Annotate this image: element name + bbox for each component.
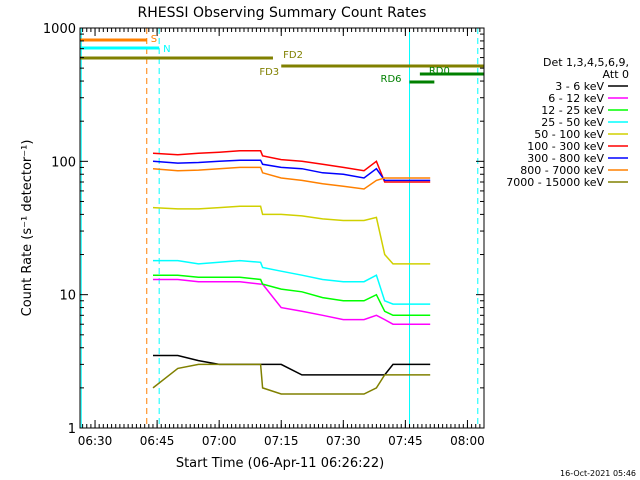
legend-label: 100 - 300 keV — [527, 140, 604, 153]
legend-label: 6 - 12 keV — [548, 92, 604, 105]
flag-label: FD2 — [283, 50, 303, 61]
footer-timestamp: 16-Oct-2021 05:46 — [560, 469, 636, 478]
legend-label: 50 - 100 keV — [534, 128, 604, 141]
flag-label: RD6 — [381, 74, 402, 85]
chart-title: RHESSI Observing Summary Count Rates — [138, 5, 427, 21]
series-line — [153, 274, 431, 317]
y-tick-label: 1000 — [43, 22, 76, 37]
series-line — [153, 278, 431, 325]
series-layer — [152, 150, 431, 395]
legend-label: 7000 - 15000 keV — [506, 176, 604, 189]
vlines-layer — [80, 28, 479, 428]
series-line — [152, 159, 431, 182]
series-line — [152, 166, 431, 190]
series-line — [152, 205, 431, 265]
plot-frame — [79, 27, 485, 429]
legend-label: 25 - 50 keV — [541, 116, 604, 129]
flag-label: FD3 — [259, 67, 279, 78]
flag-label: RD0 — [429, 66, 450, 77]
y-axis-label: Count Rate (s⁻¹ detector⁻¹) — [20, 140, 35, 317]
series-line — [152, 150, 431, 183]
legend-label: 12 - 25 keV — [541, 104, 604, 117]
legend-label: 3 - 6 keV — [555, 80, 604, 93]
x-tick-label: 07:30 — [326, 434, 361, 448]
axes-layer: 06:30 06:45 07:00 07:15 07:30 07:45 08:00 1 10 10… — [43, 22, 485, 448]
series-line — [152, 363, 431, 395]
x-axis-label: Start Time (06-Apr-11 06:26:22) — [176, 456, 384, 471]
legend-label: 800 - 7000 keV — [520, 164, 604, 177]
legend-header-line: Det 1,3,4,5,6,9, — [543, 56, 629, 69]
y-tick-label: 10 — [59, 289, 76, 304]
flag-label: S — [151, 34, 157, 45]
legend-label: 300 - 800 keV — [527, 152, 604, 165]
series-line — [153, 259, 431, 305]
x-tick-label: 07:15 — [264, 434, 299, 448]
x-tick-label: 06:45 — [140, 434, 175, 448]
y-tick-label: 100 — [51, 155, 76, 170]
flags-layer: SN FD2 FD3 RD0 RD6 — [80, 34, 484, 85]
x-tick-label: 08:00 — [450, 434, 485, 448]
x-tick-label: 06:30 — [78, 434, 113, 448]
y-tick-label: 1 — [68, 422, 76, 437]
x-tick-label: 07:00 — [202, 434, 237, 448]
x-tick-label: 07:45 — [388, 434, 423, 448]
flag-label: N — [163, 44, 170, 55]
legend-header-line: Att 0 — [603, 68, 629, 81]
